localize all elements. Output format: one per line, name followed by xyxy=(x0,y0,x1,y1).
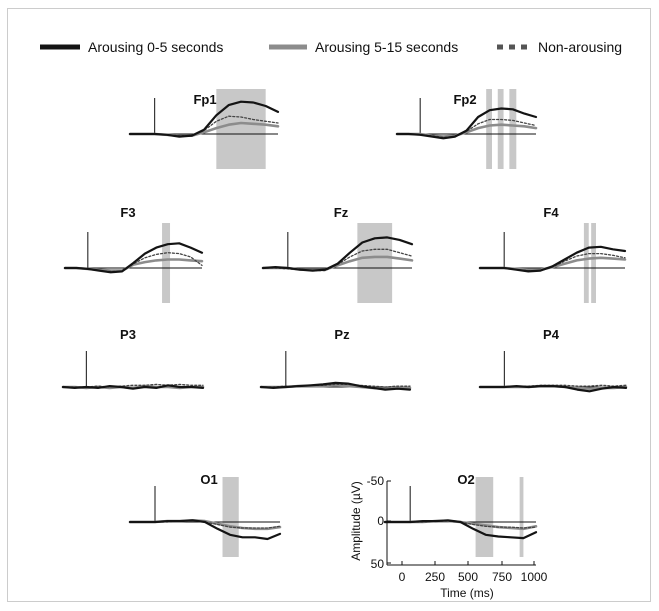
legend: Arousing 0-5 seconds Arousing 5-15 secon… xyxy=(40,39,622,55)
series-line-arousing-0-5-seconds xyxy=(63,242,204,274)
panels: Fp1 Fp2 F3 Fz F4 P3 Pz P4 O1 O2 xyxy=(61,89,628,557)
panel-o2: O2 xyxy=(383,472,538,557)
panel-pz: Pz xyxy=(259,327,412,391)
x-tick-label: 1000 xyxy=(521,570,548,584)
x-tick-label: 0 xyxy=(399,570,406,584)
series-line-arousing-0-5-seconds xyxy=(128,100,280,138)
x-tick-label: 750 xyxy=(492,570,512,584)
o2-axes: -50 0 50 Amplitude (µV) 0 250 500 750 10… xyxy=(349,474,548,600)
panel-title: F4 xyxy=(543,205,559,220)
panel-p4: P4 xyxy=(478,327,628,393)
y-tick-label: 50 xyxy=(371,557,385,571)
panel-title: O1 xyxy=(200,472,217,487)
significance-window xyxy=(222,477,239,557)
legend-item-non-arousing: Non-arousing xyxy=(497,39,622,55)
panel-f3: F3 xyxy=(63,205,204,303)
x-axis-label: Time (ms) xyxy=(440,586,494,600)
x-tick-label: 500 xyxy=(458,570,478,584)
series-line-arousing-0-5-seconds xyxy=(128,519,282,541)
series-line-arousing-0-5-seconds xyxy=(383,519,538,540)
panel-title: F3 xyxy=(120,205,135,220)
panel-title: Pz xyxy=(334,327,350,342)
significance-window xyxy=(475,477,494,557)
panel-f4: F4 xyxy=(478,205,627,303)
series-line-arousing-0-5-seconds xyxy=(61,384,205,390)
series-line-arousing-0-5-seconds xyxy=(478,245,627,273)
y-axis-label: Amplitude (µV) xyxy=(349,481,363,561)
significance-window xyxy=(519,477,524,557)
legend-label-arousing-0-5: Arousing 0-5 seconds xyxy=(88,39,223,55)
significance-window xyxy=(162,223,171,303)
figure-border xyxy=(7,8,651,602)
legend-label-arousing-5-15: Arousing 5-15 seconds xyxy=(315,39,458,55)
panel-o1: O1 xyxy=(128,472,282,557)
panel-title: Fp2 xyxy=(453,92,476,107)
panel-title: O2 xyxy=(457,472,474,487)
legend-item-arousing-5-15: Arousing 5-15 seconds xyxy=(269,39,458,55)
significance-window xyxy=(509,89,517,169)
panel-fp1: Fp1 xyxy=(128,89,280,169)
significance-window xyxy=(486,89,492,169)
panel-p3: P3 xyxy=(61,327,205,390)
series-line-arousing-0-5-seconds xyxy=(261,236,414,272)
series-line-arousing-0-5-seconds xyxy=(259,381,412,391)
significance-window xyxy=(591,223,596,303)
panel-fz: Fz xyxy=(261,205,414,303)
panel-title: P3 xyxy=(120,327,136,342)
panel-title: Fp1 xyxy=(193,92,216,107)
panel-title: Fz xyxy=(334,205,349,220)
series-line-non-arousing xyxy=(62,383,204,388)
panel-title: P4 xyxy=(543,327,560,342)
panel-fp2: Fp2 xyxy=(395,89,538,169)
x-tick-label: 250 xyxy=(425,570,445,584)
y-tick-label: 0 xyxy=(377,514,384,528)
legend-label-non-arousing: Non-arousing xyxy=(538,39,622,55)
y-tick-label: -50 xyxy=(367,474,385,488)
series-line-arousing-0-5-seconds xyxy=(478,385,628,393)
series-line-non-arousing xyxy=(396,118,537,139)
significance-window xyxy=(357,223,393,303)
legend-item-arousing-0-5: Arousing 0-5 seconds xyxy=(40,39,223,55)
significance-window xyxy=(497,89,504,169)
series-line-arousing-0-5-seconds xyxy=(395,107,538,140)
significance-window xyxy=(583,223,589,303)
